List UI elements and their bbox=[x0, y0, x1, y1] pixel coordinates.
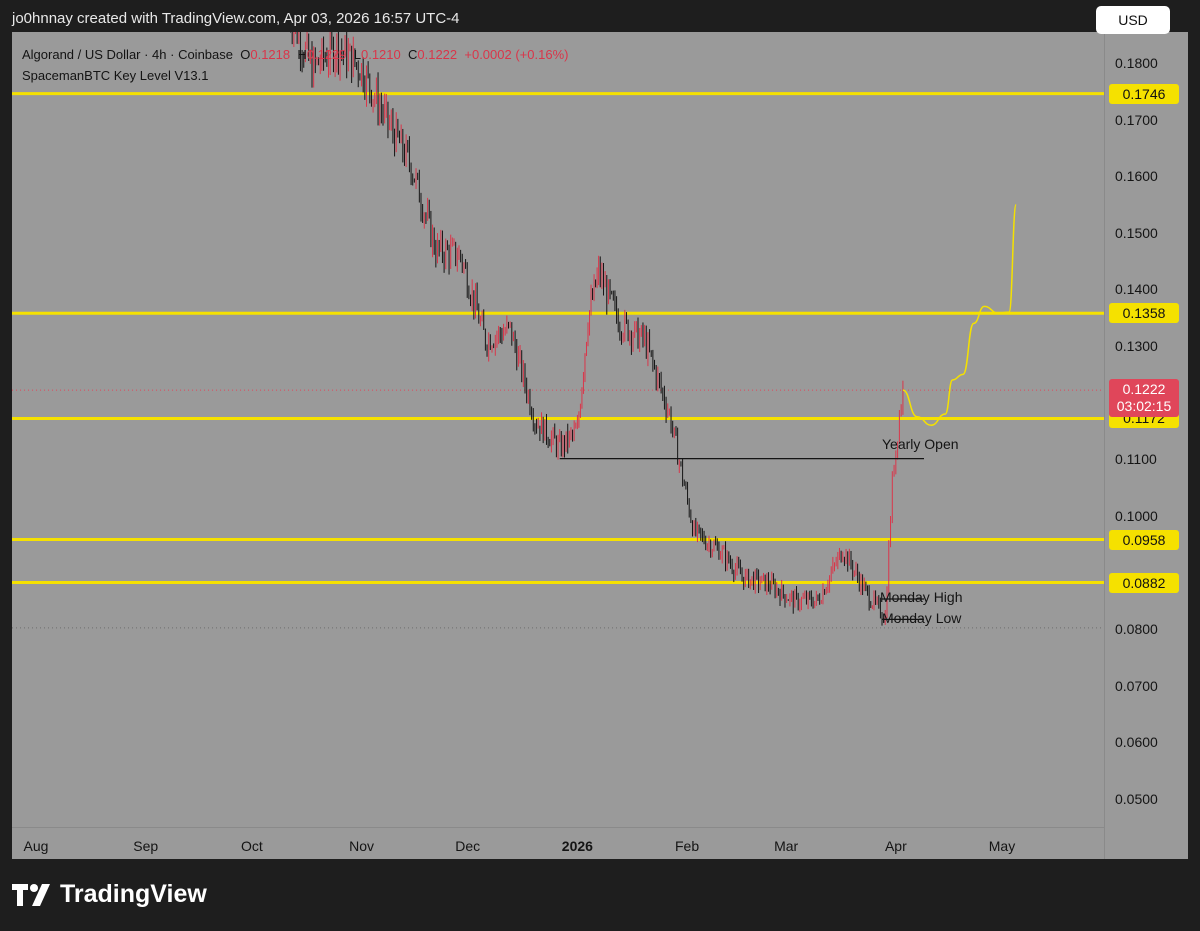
price-tick: 0.0500 bbox=[1115, 790, 1158, 807]
annotation-label: Monday High bbox=[880, 588, 963, 605]
price-tick: 0.1700 bbox=[1115, 111, 1158, 128]
price-tick: 0.1500 bbox=[1115, 224, 1158, 241]
price-tick: 0.1800 bbox=[1115, 55, 1158, 72]
time-tick: Nov bbox=[349, 838, 374, 854]
ohlc-close: 0.1222 bbox=[417, 47, 458, 62]
ohlc-close-label: C bbox=[407, 47, 418, 62]
time-tick: 2026 bbox=[561, 838, 593, 854]
tradingview-logo: TradingView bbox=[12, 880, 207, 909]
ohlc-low: 0.1210 bbox=[360, 47, 401, 62]
ohlc-change: +0.0002 (+0.16%) bbox=[464, 47, 569, 62]
price-pane[interactable]: Algorand / US Dollar · 4h · Coinbase O0.… bbox=[12, 32, 1104, 827]
time-tick: Sep bbox=[133, 838, 159, 854]
price-tick: 0.1100 bbox=[1115, 451, 1157, 468]
price-tick: 0.1400 bbox=[1115, 281, 1158, 298]
key-level-badge: 0.1358 bbox=[1109, 303, 1179, 324]
tradingview-logo-icon bbox=[12, 883, 50, 906]
annotation-label: Monday Low bbox=[882, 610, 962, 627]
projection-path bbox=[902, 203, 1017, 427]
time-tick: Aug bbox=[23, 838, 49, 854]
price-tick: 0.1000 bbox=[1115, 507, 1158, 524]
plot-area[interactable] bbox=[12, 32, 1104, 827]
time-axis[interactable]: Aug Sep Oct Nov Dec 2026 Feb Mar Apr May bbox=[12, 827, 1104, 860]
current-price-badge: 0.1222 03:02:15 bbox=[1109, 379, 1179, 418]
price-axis[interactable]: 0.1800 0.1700 0.1600 0.1500 0.1400 0.1300 0.11… bbox=[1104, 32, 1189, 859]
legend: Algorand / US Dollar · 4h · Coinbase O0.… bbox=[22, 44, 568, 86]
indicator-title[interactable]: SpacemanBTC Key Level V13.1 bbox=[22, 68, 209, 83]
key-level-badge: 0.0958 bbox=[1109, 529, 1179, 550]
price-tick: 0.0700 bbox=[1115, 677, 1158, 694]
currency-button[interactable]: USD bbox=[1096, 6, 1170, 34]
symbol-title[interactable]: Algorand / US Dollar · 4h · Coinbase bbox=[22, 47, 233, 62]
price-tick: 0.0600 bbox=[1115, 734, 1158, 751]
ohlc-high: 0.1229 bbox=[306, 47, 347, 62]
key-level-badge: 0.1746 bbox=[1109, 83, 1179, 104]
current-price-value: 0.1222 bbox=[1122, 381, 1166, 398]
time-tick: Oct bbox=[240, 838, 263, 854]
price-tick: 0.0800 bbox=[1115, 620, 1158, 637]
ohlc-open-label: O bbox=[240, 47, 251, 62]
ohlc-open: 0.1218 bbox=[250, 47, 291, 62]
time-tick: Apr bbox=[884, 838, 907, 854]
price-tick: 0.1300 bbox=[1115, 338, 1158, 355]
bar-countdown: 03:02:15 bbox=[1116, 398, 1172, 415]
ohlc-low-label: L bbox=[353, 47, 361, 62]
key-level-badge: 0.0882 bbox=[1109, 572, 1179, 593]
time-tick: Feb bbox=[675, 838, 700, 854]
chart-frame[interactable]: Algorand / US Dollar · 4h · Coinbase O0.… bbox=[12, 32, 1188, 859]
chart-header: jo0hnnay created with TradingView.com, A… bbox=[12, 10, 460, 27]
brand-name: TradingView bbox=[60, 880, 207, 908]
time-tick: May bbox=[988, 838, 1016, 854]
time-tick: Mar bbox=[774, 838, 799, 854]
ohlc-high-label: H bbox=[297, 47, 307, 62]
annotation-label: Yearly Open bbox=[882, 435, 959, 452]
price-tick: 0.1600 bbox=[1115, 168, 1158, 185]
time-tick: Dec bbox=[455, 838, 481, 854]
